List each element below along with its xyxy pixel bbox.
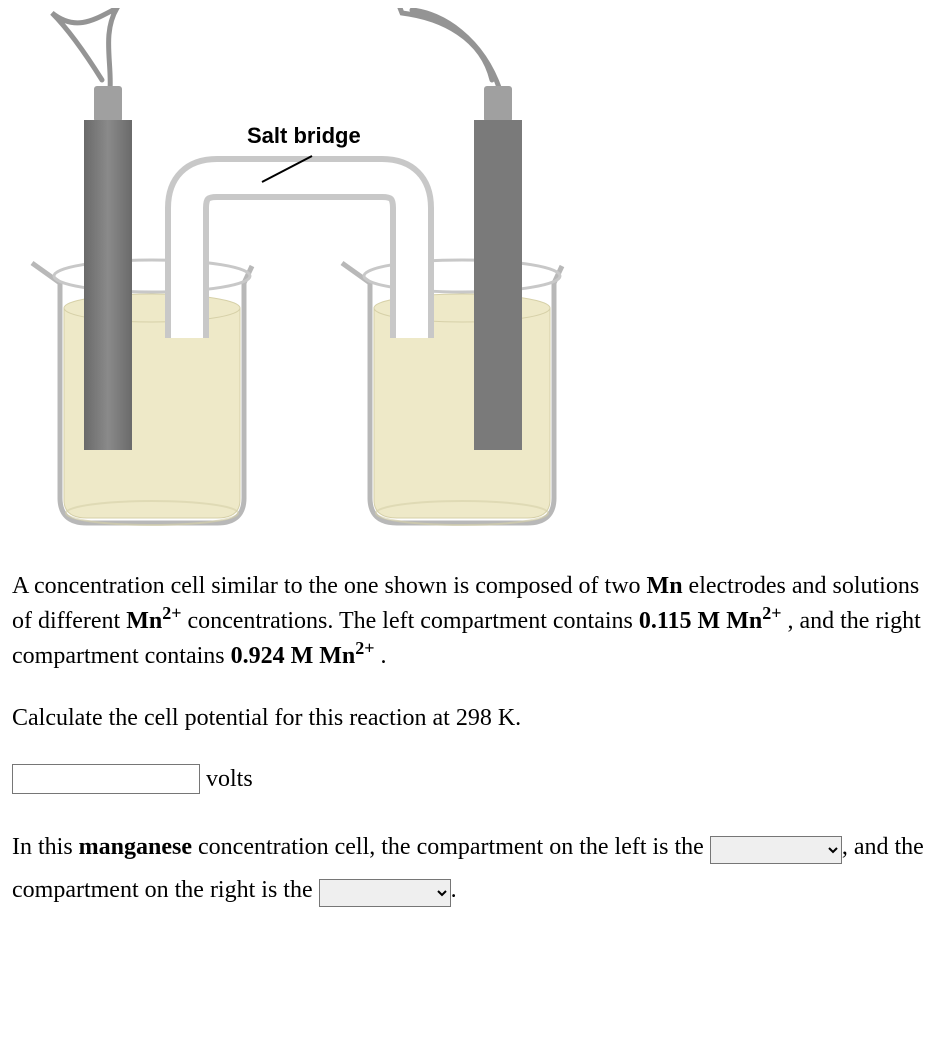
right-compartment-select[interactable] xyxy=(319,879,451,907)
left-electrode xyxy=(84,120,132,450)
electrochemical-cell-diagram: Salt bridge xyxy=(12,8,930,545)
right-electrode xyxy=(474,120,522,450)
text: A concentration cell similar to the one … xyxy=(12,573,647,599)
conc-left: 0.115 M Mn2+ xyxy=(639,608,782,634)
text: In this xyxy=(12,834,79,860)
left-compartment-select[interactable] xyxy=(710,836,842,864)
diagram-svg: Salt bridge xyxy=(12,8,582,538)
text: concentrations. The left compartment con… xyxy=(181,608,638,634)
text: concentration cell, the compartment on t… xyxy=(192,834,710,860)
volts-label: volts xyxy=(206,766,253,793)
right-beaker xyxy=(342,260,562,525)
question-paragraph-2: Calculate the cell potential for this re… xyxy=(12,701,930,736)
element-manganese: manganese xyxy=(79,834,192,860)
element-mn: Mn xyxy=(647,573,683,599)
question-paragraph-1: A concentration cell similar to the one … xyxy=(12,569,930,673)
left-beaker xyxy=(32,260,252,525)
volts-input[interactable] xyxy=(12,764,200,794)
salt-bridge-label: Salt bridge xyxy=(247,123,361,148)
text: . xyxy=(375,643,387,669)
answer-row: volts xyxy=(12,764,930,794)
text: . xyxy=(451,877,457,903)
ion-mn2plus: Mn2+ xyxy=(126,608,181,634)
conc-right: 0.924 M Mn2+ xyxy=(231,643,375,669)
question-paragraph-3: In this manganese concentration cell, th… xyxy=(12,826,930,912)
